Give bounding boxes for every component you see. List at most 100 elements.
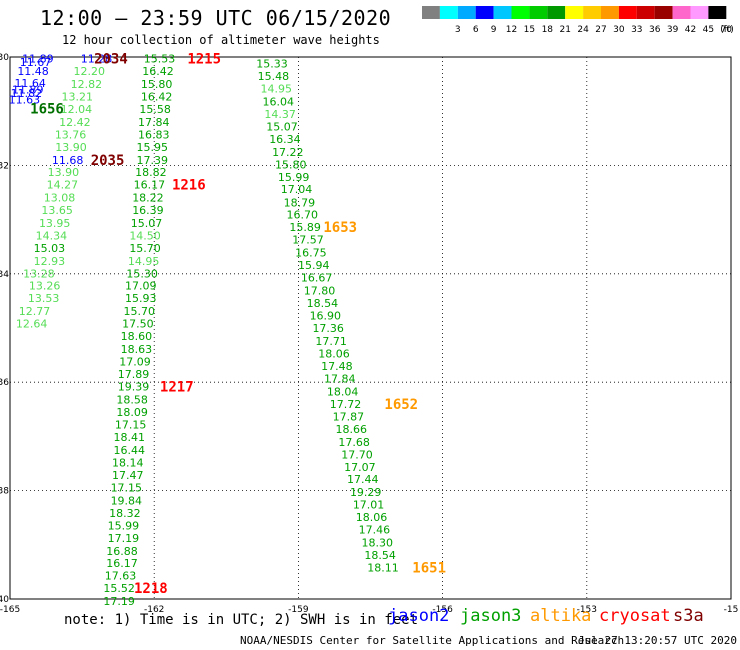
wave-height-label: 15.33 (256, 58, 288, 71)
wave-height-label: 15.53 (144, 53, 176, 66)
x-tick-label: -162 (144, 605, 164, 615)
pass-time-label: 2034 (94, 52, 128, 68)
wave-height-label: 15.70 (129, 242, 161, 255)
colorbar-swatch (547, 6, 566, 19)
y-tick-label: -38 (0, 487, 9, 497)
wave-height-label: 17.36 (312, 322, 344, 335)
legend-jason3: jason3 (460, 606, 522, 626)
wave-height-label: 17.09 (125, 280, 157, 293)
wave-height-label: 17.63 (105, 570, 137, 583)
colorbar-tick-label: 42 (685, 25, 696, 35)
wave-height-label: 17.04 (281, 183, 313, 196)
wave-height-label: 16.90 (310, 310, 342, 323)
wave-height-label: 18.82 (135, 166, 167, 179)
y-tick-label: -40 (0, 595, 9, 605)
wave-height-label: 11.68 (52, 154, 84, 167)
wave-height-label: 16.67 (301, 272, 333, 285)
wave-height-label: 16.42 (142, 65, 174, 78)
wave-height-label: 15.48 (258, 70, 290, 83)
wave-height-label: 15.94 (298, 259, 330, 272)
x-tick-label: -15 (724, 605, 739, 615)
colorbar-tick-label: 30 (613, 25, 625, 35)
color-scale-legend: 3 6 9 12 15 18 21 24 27 30 33 36 39 42 45 70(ft) (422, 6, 734, 35)
colorbar-swatch (583, 6, 601, 19)
wave-height-label: 15.03 (34, 242, 66, 255)
colorbar-tick-label: 27 (595, 25, 606, 35)
colorbar-tick-label: 70 (721, 25, 733, 35)
wave-height-label: 18.63 (121, 343, 153, 356)
wave-height-label: 18.60 (121, 330, 153, 343)
wave-height-label: 17.50 (122, 318, 154, 331)
colorbar-tick-label: 18 (542, 25, 554, 35)
wave-height-label: 17.44 (347, 473, 379, 486)
wave-height-label: 15.80 (275, 158, 307, 171)
wave-height-label: 17.87 (333, 410, 365, 423)
wave-height-label: 11.28 (81, 53, 113, 66)
y-tick-label: -36 (0, 378, 9, 388)
wave-height-label: 14.95 (128, 255, 160, 268)
wave-height-label: 12.20 (74, 65, 106, 78)
colorbar-tick-label: 24 (577, 25, 589, 35)
wave-height-label: 17.48 (321, 360, 353, 373)
legend-note: note: 1) Time is in UTC; 2) SWH is in fe… (64, 612, 419, 628)
wave-height-label: 18.09 (116, 406, 148, 419)
colorbar-tick-label: 33 (631, 25, 642, 35)
wave-height-label: 11.82 (11, 87, 43, 100)
wave-height-label: 15.80 (141, 78, 173, 91)
wave-height-label: 15.07 (131, 217, 163, 230)
wave-height-label: 18.41 (113, 431, 145, 444)
wave-height-label: 13.28 (23, 267, 55, 280)
footer-credit: NOAA/NESDIS Center for Satellite Applica… (240, 634, 625, 647)
map-frame (9, 56, 732, 600)
wave-height-label: 18.32 (109, 507, 141, 520)
colorbar-tick-label: 39 (667, 25, 679, 35)
y-tick-label: -34 (0, 270, 9, 280)
colorbar-tick-label: 45 (703, 25, 714, 35)
wave-height-label: 11.67 (20, 56, 52, 69)
wave-height-label: 17.07 (344, 461, 376, 474)
wave-height-label: 17.89 (118, 368, 150, 381)
wave-height-label: 13.76 (55, 129, 87, 142)
wave-height-label: 18.22 (132, 191, 164, 204)
legend-altika: altika (530, 606, 592, 626)
wave-height-label: 11.48 (17, 65, 49, 78)
colorbar-tick-label: 6 (473, 25, 479, 35)
wave-height-label: 17.09 (119, 356, 151, 369)
wave-height-label: 16.75 (295, 247, 327, 260)
wave-height-label: 16.04 (262, 95, 294, 108)
pass-time-label: 1653 (323, 220, 357, 236)
wave-height-label: 18.30 (361, 537, 393, 550)
colorbar-swatch (493, 6, 512, 19)
colorbar-swatch (565, 6, 584, 19)
x-tick-label: -159 (288, 605, 309, 615)
wave-height-label: 18.06 (356, 511, 388, 524)
colorbar-swatch (511, 6, 530, 19)
pass-time-label: 1216 (172, 177, 206, 193)
colorbar-swatch (439, 6, 458, 19)
wave-height-label: 12.04 (61, 103, 93, 116)
wave-height-label: 18.54 (364, 549, 396, 562)
footer-timestamp: Jul 27 13:20:57 UTC 2020 (578, 634, 737, 647)
wave-height-label: 15.30 (126, 267, 158, 280)
wave-height-label: 16.44 (113, 444, 145, 457)
wave-height-label: 11.64 (14, 77, 46, 90)
wave-height-label: 15.99 (108, 519, 140, 532)
wave-height-label: 19.29 (350, 486, 382, 499)
colorbar-swatch (708, 6, 727, 19)
wave-height-label: 13.26 (29, 280, 61, 293)
wave-height-label: 19.39 (118, 381, 150, 394)
colorbar-tick-label: 3 (455, 25, 461, 35)
pass-time-label: 1215 (187, 52, 221, 68)
wave-height-label: 16.83 (138, 129, 170, 142)
wave-height-label: 13.08 (44, 191, 76, 204)
wave-height-label: 17.68 (338, 436, 370, 449)
wave-height-label: 19.84 (111, 494, 143, 507)
wave-height-label: 16.17 (106, 557, 138, 570)
wave-height-label: 13.21 (62, 91, 94, 104)
wave-height-label: 18.14 (112, 456, 144, 469)
colorbar-swatch (654, 6, 673, 19)
wave-height-label: 18.11 (367, 562, 399, 575)
legend-s3a: s3a (673, 606, 704, 626)
wave-height-label: 18.54 (307, 297, 339, 310)
